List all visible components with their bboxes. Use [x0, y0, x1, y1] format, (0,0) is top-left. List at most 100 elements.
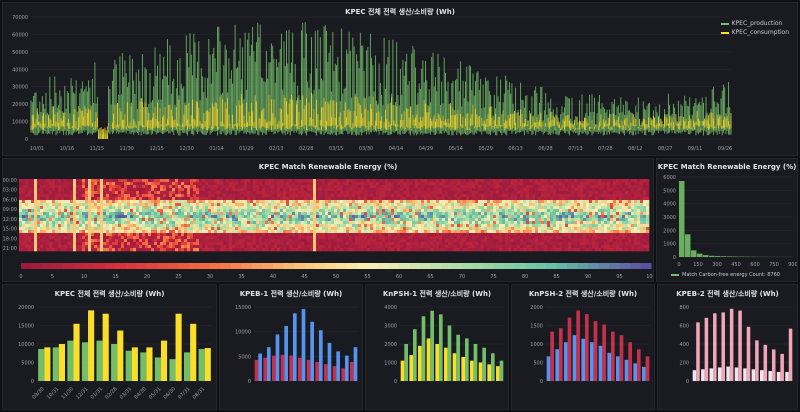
heatmap-cell [556, 233, 560, 237]
heatmap-cell [247, 224, 251, 228]
heatmap-cell [589, 248, 593, 252]
heatmap-cell [562, 203, 566, 207]
x-tick-label: 01/14 [209, 146, 223, 152]
panel-main-production-consumption[interactable]: KPEC 전체 전력 생산/소비량 (Wh) 70000 60000 50000 40… [2, 2, 798, 156]
heatmap-cell [418, 209, 422, 213]
heatmap-cell [430, 185, 434, 189]
heatmap-cell [319, 194, 323, 198]
heatmap-cell [292, 185, 296, 189]
heatmap-cell [439, 230, 443, 234]
legend-item-consumption[interactable]: KPEC_consumption [720, 28, 789, 37]
heatmap-cell [253, 227, 257, 231]
heatmap-cell [364, 227, 368, 231]
heatmap-cell [415, 227, 419, 231]
heatmap-cell [421, 182, 425, 186]
heatmap-cell [337, 182, 341, 186]
heatmap-cell [310, 215, 314, 219]
heatmap-cell [241, 227, 245, 231]
panel-heatmap[interactable]: KPEC Match Renewable Energy (%) 00:00 03:… [2, 158, 654, 282]
heatmap-cell [556, 206, 560, 210]
heatmap-cell [265, 194, 269, 198]
heatmap-cell [361, 218, 365, 222]
heatmap-cell [505, 206, 509, 210]
heatmap-cell [412, 203, 416, 207]
legend-item-production[interactable]: KPEC_production [720, 19, 789, 28]
heatmap-cell [457, 230, 461, 234]
heatmap-cell [259, 230, 263, 234]
heatmap-cell [388, 206, 392, 210]
heatmap-cell [256, 203, 260, 207]
heatmap-cell [328, 227, 332, 231]
heatmap-cell [166, 212, 170, 216]
heatmap-cell [31, 242, 35, 246]
heatmap-cell [502, 239, 506, 243]
heatmap-cell [544, 209, 548, 213]
heatmap-cell [475, 197, 479, 201]
heatmap-cell [34, 179, 38, 183]
heatmap-cell [442, 239, 446, 243]
heatmap-cell [601, 182, 605, 186]
heatmap-cell [97, 206, 101, 210]
heatmap-cell [259, 203, 263, 207]
heatmap-cell [532, 233, 536, 237]
heatmap-cell [55, 215, 59, 219]
heatmap-cell [220, 185, 224, 189]
heatmap-cell [580, 212, 584, 216]
heatmap-cell [208, 179, 212, 183]
heatmap-cell [583, 215, 587, 219]
heatmap-cell [604, 203, 608, 207]
heatmap-cell [94, 188, 98, 192]
heatmap-cell [505, 248, 509, 252]
heatmap-cell [448, 248, 452, 252]
heatmap-cell [517, 227, 521, 231]
heatmap-cell [82, 203, 86, 207]
heatmap-cell [355, 188, 359, 192]
heatmap-cell [247, 185, 251, 189]
heatmap-cell [121, 191, 125, 195]
heatmap-cell [19, 224, 23, 228]
heatmap-cell [562, 245, 566, 249]
heatmap-cell [190, 206, 194, 210]
heatmap-cell [355, 203, 359, 207]
heatmap-cell [604, 212, 608, 216]
heatmap-cell [229, 179, 233, 183]
heatmap-cell [466, 182, 470, 186]
heatmap-cell [409, 248, 413, 252]
heatmap-cell [208, 203, 212, 207]
heatmap-cell [253, 242, 257, 246]
heatmap-cell [373, 185, 377, 189]
heatmap-cell [370, 182, 374, 186]
heatmap-cell [403, 215, 407, 219]
heatmap-cell [436, 200, 440, 204]
heatmap-cell [52, 233, 56, 237]
heatmap-cell [526, 227, 530, 231]
heatmap-cell [88, 212, 92, 216]
heatmap-cell [73, 197, 77, 201]
heatmap-cell [229, 200, 233, 204]
heatmap-cell [304, 230, 308, 234]
heatmap-cell [373, 230, 377, 234]
heatmap-cell [430, 230, 434, 234]
heatmap-cell [169, 200, 173, 204]
heatmap-cell [325, 215, 329, 219]
heatmap-cell [322, 191, 326, 195]
heatmap-cell [154, 215, 158, 219]
heatmap-cell [586, 236, 590, 240]
heatmap-cell [247, 209, 251, 213]
heatmap-cell [250, 242, 254, 246]
heatmap-cell [64, 206, 68, 210]
heatmap-cell [187, 188, 191, 192]
heatmap-cell [325, 242, 329, 246]
heatmap-cell [451, 233, 455, 237]
heatmap-cell [520, 245, 524, 249]
heatmap-cell [607, 224, 611, 228]
heatmap-cell [256, 242, 260, 246]
heatmap-cell [298, 230, 302, 234]
heatmap-cell [205, 236, 209, 240]
heatmap-cell [613, 191, 617, 195]
heatmap-cell [478, 233, 482, 237]
heatmap-cell [487, 212, 491, 216]
heatmap-cell [508, 218, 512, 222]
heatmap-cell [28, 200, 32, 204]
heatmap-cell [19, 194, 23, 198]
